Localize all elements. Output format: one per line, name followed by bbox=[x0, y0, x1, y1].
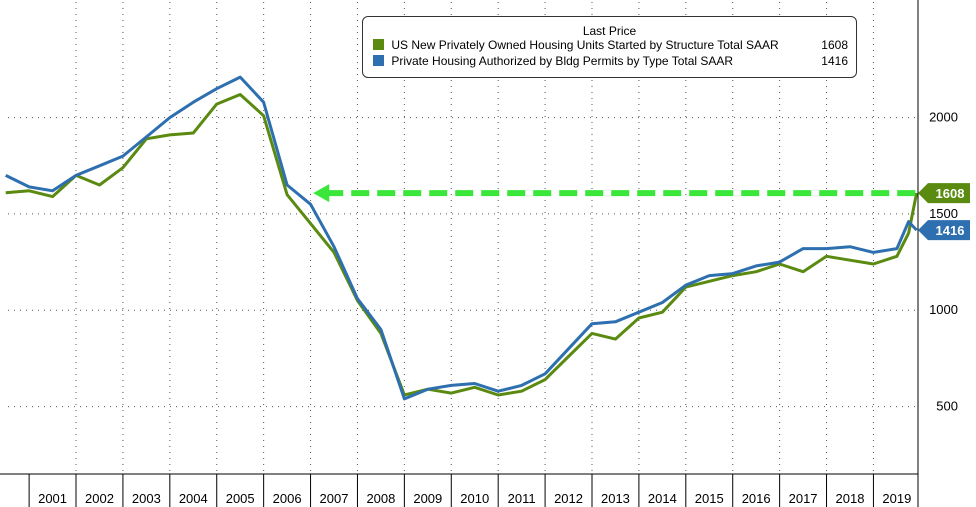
legend-swatch-starts bbox=[373, 39, 384, 50]
x-tick-label: 2011 bbox=[508, 491, 536, 506]
x-tick-label: 2008 bbox=[366, 491, 395, 506]
x-tick-label: 2004 bbox=[179, 491, 208, 506]
y-tick-label: 500 bbox=[936, 399, 958, 414]
x-tick-label: 2002 bbox=[85, 491, 114, 506]
last-value-tag-starts-bg bbox=[918, 183, 970, 204]
gridlines bbox=[8, 2, 918, 474]
x-tick-label: 2014 bbox=[648, 491, 677, 506]
x-tick-label: 2006 bbox=[273, 491, 302, 506]
x-tick-label: 2016 bbox=[742, 491, 771, 506]
x-tick-label: 2009 bbox=[413, 491, 442, 506]
x-tick-label: 2001 bbox=[38, 491, 67, 506]
legend-value-permits: 1416 bbox=[821, 54, 848, 68]
annotation-layer bbox=[313, 184, 917, 203]
x-tick-label: 2013 bbox=[601, 491, 630, 506]
x-tick-label: 2019 bbox=[882, 491, 911, 506]
series-line-starts bbox=[5, 93, 919, 397]
legend-item-permits: Private Housing Authorized by Bldg Permi… bbox=[373, 54, 856, 70]
y-tick-label: 1000 bbox=[929, 302, 958, 317]
series-line-permits bbox=[5, 75, 918, 401]
x-tick-label: 2017 bbox=[789, 491, 818, 506]
last-value-tag-starts: 1608 bbox=[918, 183, 970, 204]
x-tick-label: 2003 bbox=[132, 491, 161, 506]
legend: Last Price US New Privately Owned Housin… bbox=[362, 16, 857, 78]
series-layer bbox=[5, 75, 919, 401]
x-tick-label: 2018 bbox=[836, 491, 865, 506]
legend-swatch-permits bbox=[373, 55, 384, 66]
annotation-arrowhead bbox=[313, 184, 330, 203]
y-tick-label: 2000 bbox=[929, 110, 958, 125]
last-value-tag-permits: 1416 bbox=[918, 220, 970, 241]
legend-label-starts: US New Privately Owned Housing Units Sta… bbox=[391, 38, 779, 52]
x-tick-label: 2012 bbox=[554, 491, 583, 506]
last-value-tag-permits-text: 1416 bbox=[936, 223, 965, 238]
last-value-tag-permits-bg bbox=[918, 220, 970, 241]
x-tick-label: 2007 bbox=[320, 491, 349, 506]
x-tick-label: 2005 bbox=[226, 491, 255, 506]
last-value-tag-starts-text: 1608 bbox=[936, 186, 965, 201]
legend-title: Last Price bbox=[582, 24, 637, 38]
legend-item-starts: US New Privately Owned Housing Units Sta… bbox=[373, 38, 856, 54]
y-tick-label: 1500 bbox=[929, 206, 958, 221]
legend-label-permits: Private Housing Authorized by Bldg Permi… bbox=[391, 54, 734, 68]
legend-value-starts: 1608 bbox=[821, 38, 848, 52]
x-tick-label: 2010 bbox=[460, 491, 489, 506]
x-tick-label: 2015 bbox=[695, 491, 724, 506]
